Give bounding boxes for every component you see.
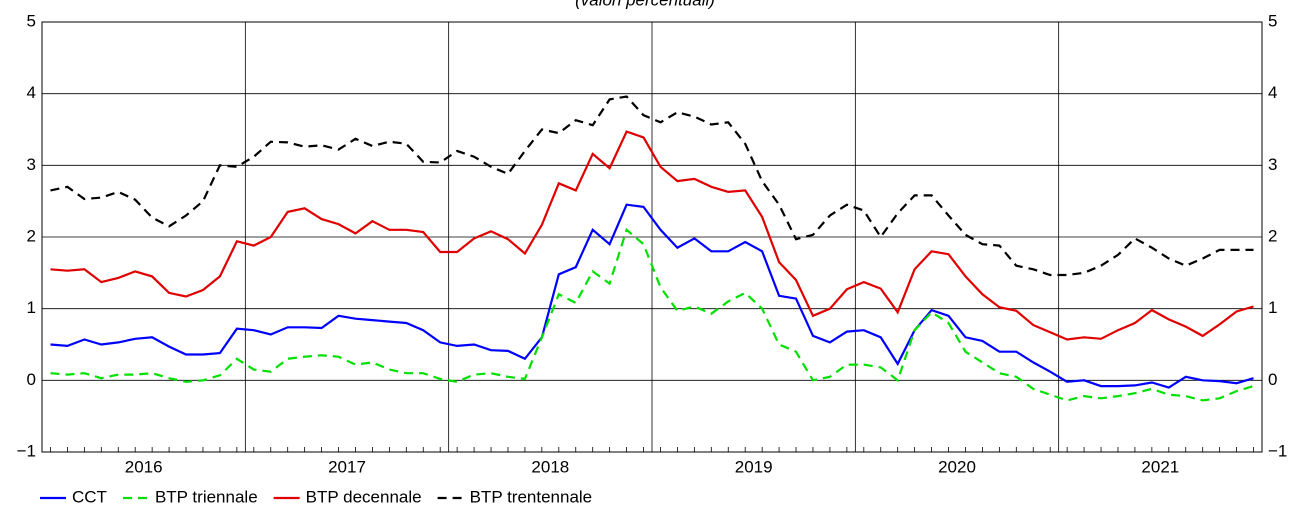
x-tick-label: 2020 [938, 457, 976, 476]
y-tick-label: 0 [27, 370, 36, 389]
plot-frame [41, 21, 1263, 453]
y2-tick-label: 3 [1268, 155, 1277, 174]
y2-tick-label: 1 [1268, 298, 1277, 317]
y-tick-label: 1 [27, 298, 36, 317]
legend-label: BTP triennale [155, 487, 258, 506]
series-line [50, 130, 1254, 341]
y-tick-label: 5 [27, 11, 36, 30]
series-line [50, 227, 1254, 402]
y-tick-label: 3 [27, 155, 36, 174]
y-tick-label: 4 [27, 83, 36, 102]
legend-label: BTP trentennale [470, 487, 593, 506]
series-line [50, 203, 1254, 389]
x-tick-label: 2018 [531, 457, 569, 476]
y-tick-label: −1 [17, 441, 36, 460]
y2-tick-label: −1 [1268, 441, 1287, 460]
y2-tick-label: 2 [1268, 226, 1277, 245]
y-tick-label: 2 [27, 226, 36, 245]
legend-label: BTP decennale [306, 487, 422, 506]
x-tick-label: 2016 [125, 457, 163, 476]
y2-tick-label: 5 [1268, 11, 1277, 30]
x-tick-label: 2019 [735, 457, 773, 476]
legend-label: CCT [72, 487, 107, 506]
y2-tick-label: 0 [1268, 370, 1277, 389]
x-tick-label: 2017 [328, 457, 366, 476]
chart-title: (valori percentuali) [575, 0, 715, 9]
y2-tick-label: 4 [1268, 83, 1277, 102]
x-tick-label: 2021 [1141, 457, 1179, 476]
